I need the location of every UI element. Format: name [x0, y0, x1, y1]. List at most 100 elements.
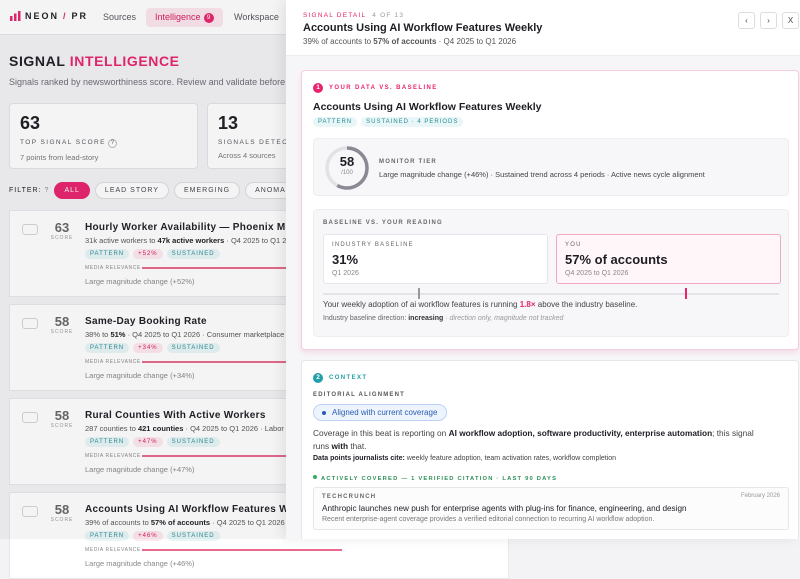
score-label: SCORE	[50, 329, 74, 335]
baseline-card: 1 YOUR DATA VS. BASELINE Accounts Using …	[301, 70, 799, 350]
brand: NEON	[25, 11, 60, 21]
signal-desc: 39% of accounts to 57% of accounts · Q4 20…	[85, 518, 285, 527]
tag: PATTERN	[85, 249, 130, 259]
alignment-pill: Aligned with current coverage	[313, 404, 448, 421]
direction-lead: Industry baseline direction:	[323, 315, 407, 322]
position: 4 OF 13	[372, 12, 405, 19]
industry-value: 31%	[332, 252, 359, 267]
industry-card: INDUSTRY BASELINE 31% Q1 2026	[323, 234, 548, 284]
desc-rest: · Q4 2025 to Q1 2026	[226, 236, 299, 245]
you-value: 57% of accounts	[565, 252, 668, 267]
relevance-bar	[142, 549, 342, 551]
stat-card: 63 TOP SIGNAL SCORE? 7 points from lead-…	[9, 103, 198, 169]
next-button[interactable]: ›	[760, 12, 777, 29]
tab[interactable]: Workspace	[225, 8, 288, 27]
stat-note: 7 points from lead-story	[20, 153, 99, 162]
tag: PATTERN	[85, 531, 130, 541]
tags: PATTERN +34% SUSTAINED	[85, 343, 220, 353]
checkbox[interactable]	[22, 318, 38, 329]
signal-reason: Large magnitude change (+52%)	[85, 277, 195, 286]
tag: +46%	[133, 531, 163, 541]
coverage-middle: ; this	[712, 428, 730, 438]
checkbox[interactable]	[22, 412, 38, 423]
score-label: SCORE	[50, 235, 74, 241]
kicker: SIGNAL DETAIL 4 OF 13	[303, 12, 404, 19]
summary-lead: Your weekly adoption of ai workflow feat…	[323, 300, 518, 309]
desc-rest: · Q4 2025 to Q1 2026 · Labor	[185, 424, 284, 433]
help-icon[interactable]: ?	[107, 139, 117, 148]
coverage-end: that.	[350, 440, 367, 451]
alignment-dot	[322, 410, 326, 415]
signal-title: Rural Counties With Active Workers	[85, 410, 266, 421]
tag: +52%	[133, 249, 163, 259]
section-label: CONTEXT	[329, 375, 368, 381]
tags: PATTERN +46% SUSTAINED	[85, 531, 220, 541]
signal-title: Hourly Worker Availability — Phoenix Met…	[85, 222, 306, 233]
title-a: SIGNAL	[9, 53, 66, 69]
filter-option[interactable]: LEAD STORY	[94, 182, 170, 199]
monitor-text: Large magnitude change (+46%) · Sustaine…	[379, 170, 705, 179]
coverage-highlight: AI workflow adoption, software productiv…	[448, 428, 713, 438]
compare-track	[323, 293, 779, 295]
desc-highlight: 57% of accounts	[150, 518, 211, 527]
close-button[interactable]: X	[782, 12, 799, 29]
summary-rest: above the industry baseline.	[537, 300, 638, 309]
data-points-lead: Data points journalists cite:	[313, 455, 405, 462]
monitor-score: 58	[339, 154, 355, 169]
signal-title: Same-Day Booking Rate	[85, 316, 207, 327]
checkbox[interactable]	[22, 224, 38, 235]
coverage-rest: signal runs	[313, 428, 754, 451]
tag: SUSTAINED	[166, 343, 220, 353]
citation-headline: Anthropic launches new push for enterpri…	[322, 504, 687, 513]
checkbox[interactable]	[22, 506, 38, 517]
filter-help[interactable]: ?	[44, 187, 50, 194]
desc-highlight: 421 counties	[137, 424, 184, 433]
covered-text: ACTIVELY COVERED — 1 VERIFIED CITATION ·…	[321, 476, 558, 482]
detail-title: Accounts Using AI Workflow Features Week…	[303, 22, 543, 34]
section-number: 1	[313, 83, 323, 93]
sub-highlight: 57% of accounts	[373, 37, 437, 46]
desc-rest: · Q4 2025 to Q1 2026	[212, 518, 285, 527]
section-number: 2	[313, 373, 323, 383]
citation-card[interactable]: TECHCRUNCH February 2026 Anthropic launc…	[313, 487, 789, 530]
you-label: YOU	[565, 242, 582, 248]
you-period: Q4 2025 to Q1 2026	[565, 270, 629, 277]
signal-score: 58	[54, 408, 70, 423]
tag: PATTERN	[85, 343, 130, 353]
you-marker	[685, 288, 687, 299]
score-label: SCORE	[50, 517, 74, 523]
stat-label-text: TOP SIGNAL SCORE	[20, 139, 106, 146]
tab[interactable]: Sources	[94, 8, 145, 27]
logo[interactable]: NEON / PR	[10, 11, 88, 21]
signal-score: 58	[54, 502, 70, 517]
tag: SUSTAINED · 4 PERIODS	[361, 117, 464, 127]
signal-score: 63	[54, 220, 70, 235]
score-label: SCORE	[50, 423, 74, 429]
signal-reason: Large magnitude change (+46%)	[85, 559, 195, 568]
drawer-header: SIGNAL DETAIL 4 OF 13 Accounts Using AI W…	[286, 0, 800, 56]
ring-progress	[325, 146, 369, 190]
monitor-box: 58 /100 MONITOR TIER Large magnitude cha…	[313, 138, 789, 196]
desc-lead: 38% to	[85, 330, 109, 339]
page-subtitle: Signals ranked by newsworthiness score. …	[9, 77, 286, 87]
context-card: 2 CONTEXT EDITORIAL ALIGNMENT Aligned wi…	[301, 360, 799, 539]
citation-source: TECHCRUNCH	[322, 494, 377, 500]
desc-rest: · Q4 2025 to Q1 2026 · Consumer marketpl…	[127, 330, 285, 339]
stat-label: TOP SIGNAL SCORE?	[20, 139, 187, 148]
prev-button[interactable]: ‹	[738, 12, 755, 29]
data-points: Data points journalists cite: weekly feat…	[313, 455, 616, 462]
signal-reason: Large magnitude change (+47%)	[85, 465, 195, 474]
overlay[interactable]	[0, 0, 286, 539]
tag: SUSTAINED	[166, 531, 220, 541]
tag: SUSTAINED	[166, 249, 220, 259]
summary-highlight: 1.8×	[519, 300, 536, 309]
filter-option[interactable]: EMERGING	[174, 182, 241, 199]
signal-desc: 38% to 51% · Q4 2025 to Q1 2026 · Consumer…	[85, 330, 284, 339]
filter-option[interactable]: ALL	[54, 182, 90, 199]
covered: ACTIVELY COVERED — 1 VERIFIED CITATION ·…	[313, 475, 557, 482]
coverage-emphasis: with	[331, 440, 349, 451]
tab-active[interactable]: Intelligence 9	[146, 8, 223, 27]
monitor-label: MONITOR TIER	[379, 159, 437, 165]
sub-rest: · Q4 2025 to Q1 2026	[438, 37, 517, 46]
